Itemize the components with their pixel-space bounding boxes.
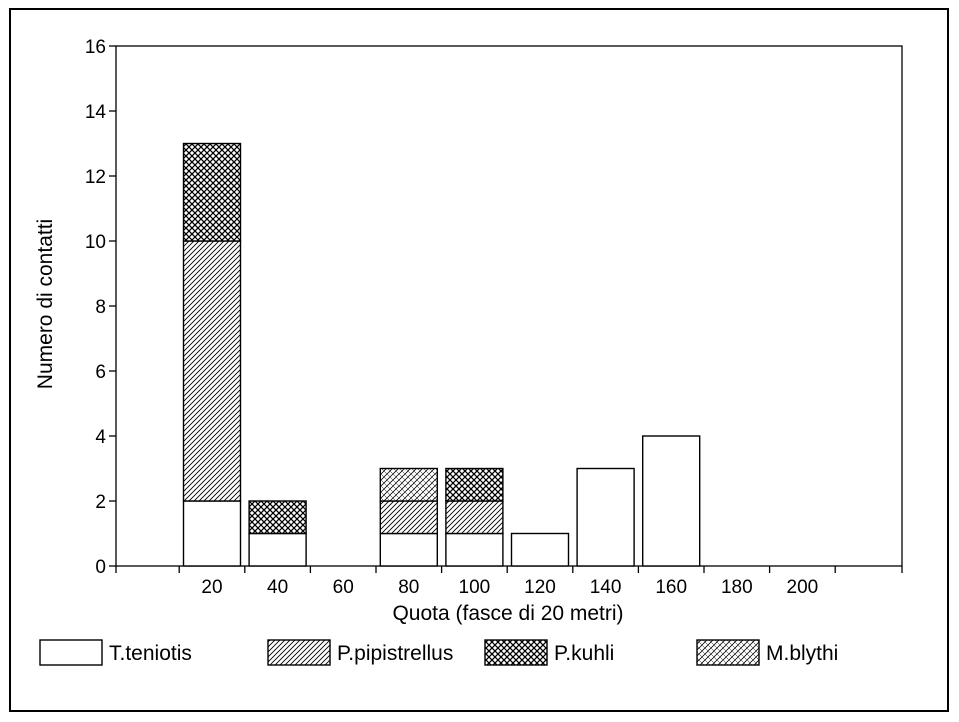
legend-label: P.kuhli <box>554 642 614 665</box>
bar-segment <box>445 500 504 535</box>
bar-segment <box>182 240 242 502</box>
x-tick-label: 140 <box>590 577 622 598</box>
x-tick-label: 160 <box>655 577 687 598</box>
bar-segment <box>445 467 504 502</box>
y-tick-label: 6 <box>95 362 106 383</box>
legend-swatch <box>696 639 760 666</box>
x-axis-title: Quota (fasce di 20 metri) <box>392 602 623 625</box>
bar-segment <box>642 435 701 567</box>
legend-label: P.pipistrellus <box>337 642 453 665</box>
legend-swatch <box>267 639 331 666</box>
bar-segment <box>510 532 570 567</box>
y-tick-label: 12 <box>85 167 106 188</box>
y-tick-label: 8 <box>95 297 106 318</box>
bar-segment <box>445 532 504 567</box>
bar-segment <box>379 467 438 502</box>
y-tick-label: 2 <box>95 492 106 513</box>
bar-segment <box>182 142 242 242</box>
x-tick-label: 40 <box>267 577 288 598</box>
legend-swatch <box>484 639 548 666</box>
x-tick-label: 20 <box>201 577 222 598</box>
y-tick-label: 10 <box>85 232 106 253</box>
legend-label: T.teniotis <box>109 642 192 665</box>
bar-segment <box>248 532 307 567</box>
plot-area: 0 2 4 6 8 10 12 14 16 20 40 60 80 100 120 140 160 180 200 <box>85 37 903 598</box>
y-tick-label: 16 <box>85 37 106 58</box>
x-tick-label: 180 <box>721 577 753 598</box>
x-tick-label: 100 <box>459 577 491 598</box>
x-tick-label: 200 <box>787 577 819 598</box>
bar-segment <box>576 467 635 567</box>
x-tick-label: 80 <box>398 577 419 598</box>
y-tick-label: 14 <box>85 102 107 123</box>
bar-segment <box>379 532 438 567</box>
bar-segment <box>248 500 307 535</box>
legend: T.teniotis P.pipistrellus P.kuhli M.blythi <box>39 639 838 666</box>
x-tick-label: 60 <box>333 577 354 598</box>
legend-label: M.blythi <box>766 642 838 665</box>
legend-swatch <box>39 639 103 666</box>
bar-segment <box>182 500 242 567</box>
x-tick-label: 120 <box>524 577 556 598</box>
y-axis-title: Numero di contatti <box>34 219 57 389</box>
y-tick-label: 4 <box>95 427 106 448</box>
chart-frame <box>9 8 949 712</box>
y-tick-label: 0 <box>95 557 106 578</box>
bar-segment <box>379 500 438 535</box>
